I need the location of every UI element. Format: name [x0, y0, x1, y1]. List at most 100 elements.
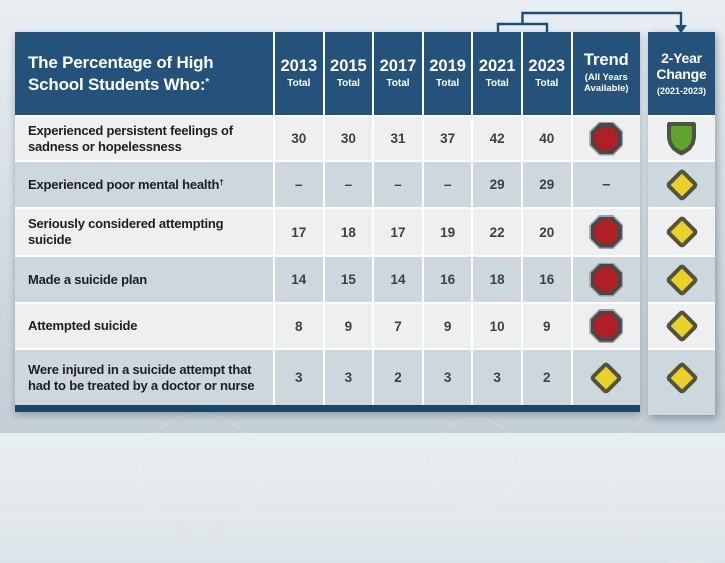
row-label-dagger: † [219, 176, 224, 187]
value-cell: 42 [473, 117, 523, 160]
trend-worsened-octagon-icon [589, 121, 624, 156]
year-label: 2019 [429, 57, 466, 76]
change-no-change-diamond-icon [664, 309, 699, 343]
table-row: Experienced poor mental health† – – – – … [15, 160, 640, 207]
row-label: Experienced persistent feelings of sadne… [28, 123, 265, 154]
trend-worsened-octagon-icon [589, 262, 624, 297]
row-label-cell: Experienced persistent feelings of sadne… [15, 117, 275, 160]
value-cell: 29 [523, 162, 573, 207]
year-header-2021: 2021 Total [473, 32, 523, 115]
change-cell [648, 207, 715, 255]
trend-header-label: Trend [583, 51, 629, 70]
two-year-change-card: 2-Year Change (2021-2023) [648, 32, 715, 415]
change-header-label: 2-Year Change [656, 50, 707, 82]
value-cell: 8 [275, 304, 325, 348]
change-cell [648, 302, 715, 348]
row-label: Were injured in a suicide attempt that h… [28, 362, 265, 393]
table-row: Made a suicide plan 14 15 14 16 18 16 [15, 255, 640, 302]
table-bottom-bar [15, 405, 640, 412]
value-cell: 14 [275, 257, 325, 302]
change-no-change-diamond-icon [664, 360, 699, 395]
value-cell: 31 [374, 117, 424, 160]
table-row: Experienced persistent feelings of sadne… [15, 115, 640, 160]
row-label-text: Attempted suicide [28, 318, 138, 334]
mental-health-results-table: The Percentage of High School Students W… [15, 32, 640, 412]
deco-circle [430, 418, 520, 508]
year-label: 2023 [528, 57, 566, 76]
value-cell: 7 [374, 304, 424, 348]
value-cell: – [325, 162, 375, 207]
trend-cell [573, 304, 640, 348]
row-label-cell: Experienced poor mental health† [15, 162, 275, 207]
year-header-2019: 2019 Total [424, 32, 474, 115]
year-header-2017: 2017 Total [374, 32, 424, 115]
row-label: Seriously considered attempting suicide [28, 216, 265, 247]
year-sublabel: Total [535, 77, 559, 89]
trend-header: Trend (All Years Available) [573, 32, 640, 115]
value-cell: 9 [325, 304, 375, 348]
value-cell: 15 [325, 257, 375, 302]
trend-cell [573, 350, 640, 405]
value-cell: 17 [374, 209, 424, 255]
value-cell: – [374, 162, 424, 207]
deco-circle [140, 413, 260, 533]
value-cell: 3 [424, 350, 474, 405]
row-label-cell: Attempted suicide [15, 304, 275, 348]
year-label: 2021 [478, 57, 516, 76]
value-cell: 30 [325, 117, 375, 160]
value-cell: 3 [325, 350, 375, 405]
change-cell [648, 160, 715, 207]
year-sublabel: Total [386, 77, 410, 89]
year-header-2023: 2023 Total [523, 32, 573, 115]
trend-worsened-octagon-icon [589, 309, 624, 343]
trend-cell [573, 117, 640, 160]
value-cell: 18 [325, 209, 375, 255]
row-label-cell: Were injured in a suicide attempt that h… [15, 350, 275, 405]
value-cell: 10 [473, 304, 523, 348]
change-cell [648, 115, 715, 160]
value-cell: 40 [523, 117, 573, 160]
row-label-text: Made a suicide plan [28, 271, 148, 287]
value-cell: 22 [473, 209, 523, 255]
row-label-cell: Made a suicide plan [15, 257, 275, 302]
year-label: 2015 [330, 57, 367, 76]
trend-cell [573, 257, 640, 302]
value-cell: 30 [275, 117, 325, 160]
row-label: Experienced poor mental health† [28, 177, 224, 193]
table-row: Attempted suicide 8 9 7 9 10 9 [15, 302, 640, 348]
value-cell: 2 [523, 350, 573, 405]
row-label-text: Experienced persistent feelings of sadne… [28, 122, 233, 154]
change-cell [648, 348, 715, 405]
value-cell: 20 [523, 209, 573, 255]
value-cell: 9 [523, 304, 573, 348]
trend-no-change-diamond-icon [589, 360, 624, 395]
table-title-text: The Percentage of High School Students W… [28, 52, 214, 94]
year-sublabel: Total [485, 77, 509, 89]
change-no-change-diamond-icon [664, 215, 699, 249]
value-cell: 18 [473, 257, 523, 302]
row-label-text: Seriously considered attempting suicide [28, 216, 224, 247]
table-row: Seriously considered attempting suicide … [15, 207, 640, 255]
value-cell: 16 [523, 257, 573, 302]
change-cell [648, 255, 715, 302]
trend-header-sublabel: (All Years Available) [584, 71, 629, 95]
value-cell: – [275, 162, 325, 207]
table-title-cell: The Percentage of High School Students W… [15, 32, 275, 115]
row-label: Made a suicide plan [28, 272, 147, 288]
title-asterisk: * [205, 76, 210, 88]
year-sublabel: Total [287, 77, 311, 89]
change-no-change-diamond-icon [664, 167, 699, 202]
value-cell: 2 [374, 350, 424, 405]
year-sublabel: Total [436, 77, 460, 89]
value-cell: 3 [275, 350, 325, 405]
year-header-2015: 2015 Total [325, 32, 375, 115]
row-label-text: Were injured in a suicide attempt that h… [28, 361, 255, 393]
change-no-change-diamond-icon [664, 262, 699, 297]
background-pattern [0, 403, 725, 563]
trend-dash: – [602, 176, 611, 193]
year-label: 2017 [379, 57, 417, 76]
table-title: The Percentage of High School Students W… [28, 52, 259, 96]
trend-cell: – [573, 162, 640, 207]
value-cell: – [424, 162, 474, 207]
row-label-text: Experienced poor mental health [28, 176, 220, 192]
